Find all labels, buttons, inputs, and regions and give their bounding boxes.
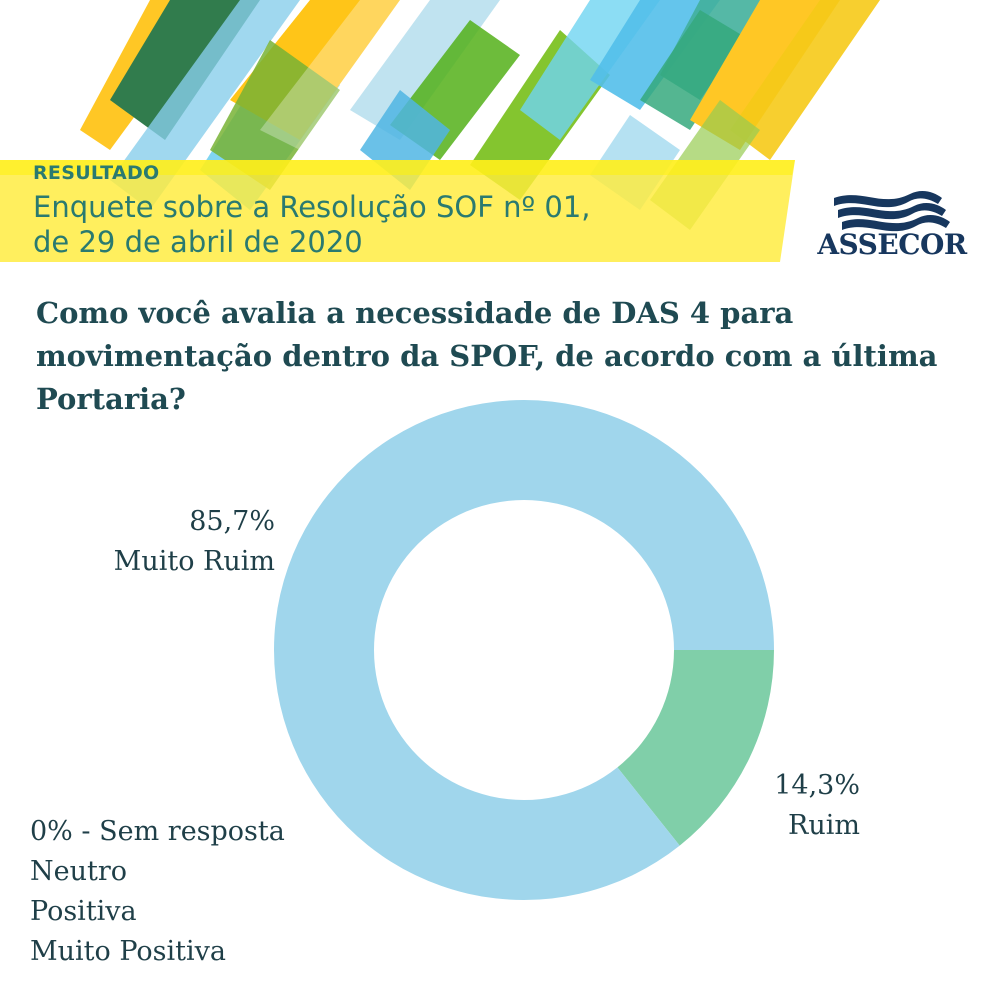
assecor-logo: ASSECOR	[812, 188, 972, 268]
donut-slice-ruim	[617, 650, 774, 846]
slice-label-muito-ruim: Muito Ruim	[114, 546, 275, 577]
result-kicker: RESULTADO	[33, 162, 160, 184]
waves-icon	[834, 191, 950, 232]
slice-value-label-muito-ruim: 85,7%	[189, 506, 275, 537]
zero-category-muito-positiva: Muito Positiva	[30, 936, 226, 967]
zero-category-neutro: Neutro	[30, 856, 127, 887]
slice-value-label-ruim: 14,3%	[774, 770, 860, 801]
survey-question: Como você avalia a necessidade de DAS 4 …	[36, 296, 938, 416]
donut-slice-muito-ruim	[274, 400, 774, 901]
survey-title-line2: de 29 de abril de 2020	[33, 225, 363, 259]
logo-text: ASSECOR	[817, 228, 967, 261]
survey-title-line1: Enquete sobre a Resolução SOF nº 01,	[33, 190, 591, 224]
header-decoration	[0, 0, 880, 262]
slice-label-ruim: Ruim	[788, 810, 860, 841]
survey-title: Enquete sobre a Resolução SOF nº 01, de …	[33, 190, 591, 260]
zero-response-note: 0% - Sem resposta	[30, 816, 285, 847]
zero-category-positiva: Positiva	[30, 896, 137, 927]
